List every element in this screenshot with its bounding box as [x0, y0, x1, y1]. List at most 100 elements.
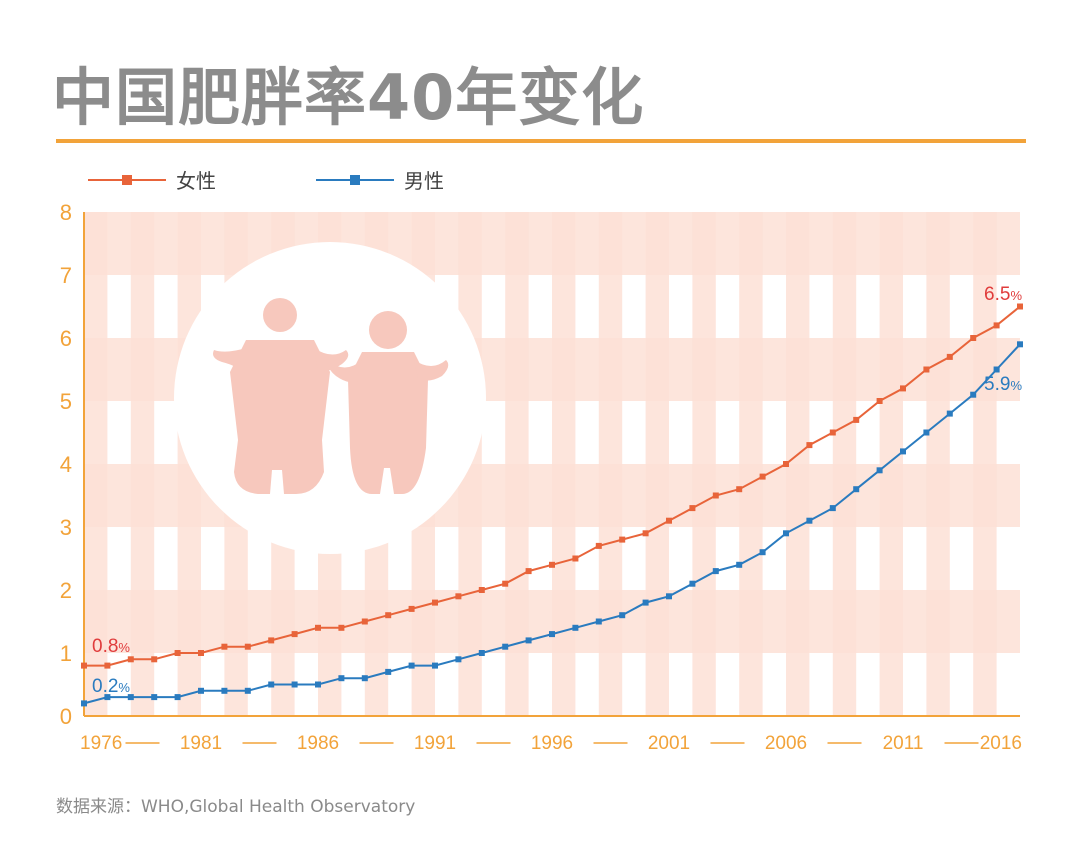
data-point-male [338, 675, 345, 682]
man-left-arm-icon [213, 348, 246, 374]
data-point-male [853, 486, 860, 493]
data-point-female [549, 561, 555, 568]
data-point-female [642, 530, 649, 537]
data-point-female [104, 662, 111, 669]
background-column [832, 212, 857, 716]
data-point-male [759, 549, 766, 556]
data-point-female [291, 631, 298, 638]
background-column [739, 212, 763, 716]
data-point-female [432, 599, 438, 606]
data-point-female [81, 662, 87, 669]
data-point-female [361, 618, 368, 625]
data-point-male [993, 366, 1000, 373]
x-tick-label: 1986 [297, 733, 339, 754]
data-point-male [619, 612, 626, 619]
x-tick-label: 2011 [883, 733, 924, 754]
background-column [598, 212, 623, 716]
data-point-female [268, 637, 275, 644]
x-tick-label: 1981 [180, 733, 222, 754]
data-point-female [174, 650, 181, 656]
woman-body-icon [348, 352, 428, 494]
legend: 女性 男性 [88, 169, 444, 193]
data-point-male [549, 631, 555, 638]
data-point-male [572, 624, 579, 631]
data-label-male: 0.2% [92, 676, 130, 697]
data-point-female [900, 385, 906, 392]
x-tick-label: 2006 [765, 733, 807, 754]
data-point-male [829, 505, 836, 512]
y-tick-label: 8 [60, 200, 72, 225]
x-tick-label: 1976 [80, 733, 122, 754]
series-lines [81, 303, 1023, 707]
data-point-male [900, 448, 906, 455]
data-point-female [876, 398, 883, 404]
data-point-female [408, 605, 415, 612]
data-point-male [876, 467, 883, 474]
data-point-female [783, 461, 789, 467]
data-annotations: 0.8% 0.2% 6.5% 5.9% [92, 284, 1022, 697]
data-point-female [923, 366, 930, 373]
data-point-female [689, 505, 696, 512]
data-point-male [291, 681, 298, 688]
data-point-female [502, 580, 509, 587]
legend-marker-male [350, 175, 360, 185]
data-point-male [385, 668, 392, 675]
data-point-female [338, 624, 345, 631]
y-tick-label: 4 [60, 452, 72, 477]
data-point-male [174, 694, 181, 701]
data-point-female [946, 353, 953, 360]
data-point-male [81, 700, 87, 707]
data-point-male [1017, 341, 1023, 348]
data-point-female [759, 473, 766, 480]
data-point-female [1017, 303, 1023, 310]
data-point-female [666, 517, 672, 524]
data-point-female [572, 555, 579, 562]
man-right-arm-icon [314, 348, 349, 372]
legend-marker-female [122, 175, 132, 185]
data-point-male [408, 662, 415, 669]
woman-head-icon [369, 311, 407, 349]
title-underline [56, 139, 1026, 143]
data-point-male [806, 517, 813, 524]
data-point-male [689, 580, 696, 587]
data-point-male [595, 618, 602, 625]
data-point-male [361, 675, 368, 682]
data-point-female [244, 643, 251, 650]
background-column [505, 212, 529, 716]
data-point-male [736, 561, 743, 568]
data-label-male: 5.9% [984, 374, 1022, 395]
data-point-female [619, 536, 626, 543]
x-tick-label: 2016 [980, 733, 1022, 754]
data-point-male [525, 637, 532, 644]
background-column [786, 212, 810, 716]
data-point-female [829, 429, 836, 436]
man-body-icon [230, 340, 330, 494]
data-point-male [315, 681, 321, 688]
y-tick-label: 0 [60, 704, 72, 729]
data-label-female: 6.5% [984, 284, 1022, 305]
data-point-female [712, 492, 719, 499]
y-tick-label: 1 [60, 641, 72, 666]
axes: 0 1 2 3 4 5 6 7 8 1976 1981 1986 1991 1996 2001 2006 201… [60, 200, 1022, 754]
chart-title: 中国肥胖率40年变化 [52, 61, 645, 134]
data-point-female [525, 568, 532, 575]
data-point-female [198, 650, 204, 656]
data-point-female [993, 322, 1000, 329]
x-tick-label: 2001 [648, 733, 690, 754]
data-point-female [221, 643, 228, 650]
data-point-female [806, 442, 813, 449]
x-tick-label: 1991 [414, 733, 456, 754]
man-head-icon [263, 298, 297, 332]
data-point-male [268, 681, 275, 688]
background-column [645, 212, 669, 716]
x-tick-label: 1996 [531, 733, 573, 754]
woman-right-arm-icon [414, 360, 449, 381]
people-illustration [174, 242, 486, 554]
data-point-female [151, 656, 158, 663]
data-point-male [502, 643, 509, 650]
background-column [692, 212, 716, 716]
data-point-male [455, 656, 462, 663]
legend-label-male: 男性 [404, 169, 444, 193]
data-point-male [923, 429, 930, 436]
